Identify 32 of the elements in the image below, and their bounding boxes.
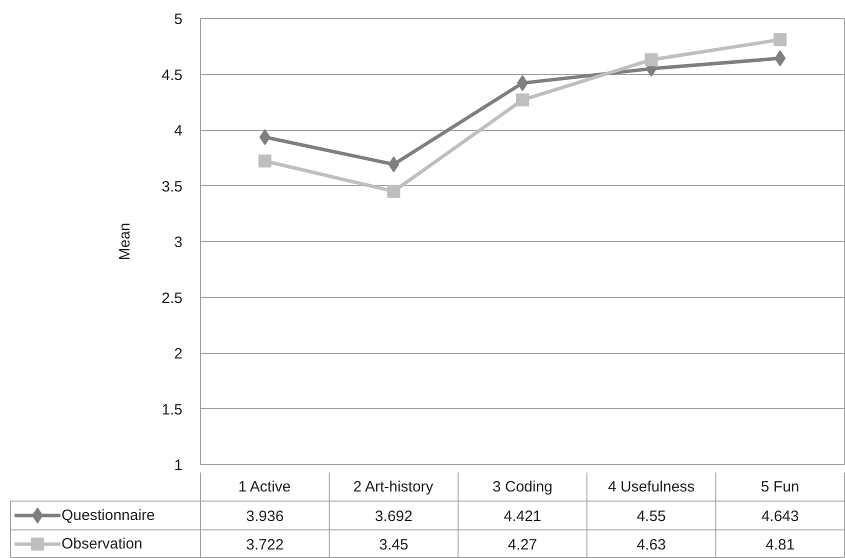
x-tick-label: 3 Coding: [492, 478, 553, 496]
data-label: 4.27: [508, 536, 538, 554]
data-label: 4.63: [636, 536, 666, 554]
legend-label: Observation: [62, 536, 142, 553]
data-label: 3.692: [374, 508, 412, 525]
point: [258, 154, 272, 168]
y-tick-label: 1.5: [162, 401, 183, 418]
x-tick-label: 5 Fun: [760, 478, 800, 496]
data-label: 4.81: [766, 536, 795, 554]
x-tick-label: 4 Usefulness: [608, 478, 695, 496]
data-label: 3.722: [246, 536, 284, 554]
y-tick-label: 2: [174, 346, 182, 362]
point: [516, 93, 529, 106]
point: [387, 184, 400, 198]
data-label: 4.643: [761, 508, 799, 525]
y-tick-label: 5: [174, 11, 182, 28]
x-tick-label: 2 Art-history: [353, 478, 434, 496]
data-label: 3.936: [246, 508, 284, 525]
y-axis-title: Mean: [116, 222, 134, 260]
data-label: 4.55: [636, 508, 666, 525]
y-tick-label: 4.5: [162, 66, 183, 84]
data-label: 3.45: [379, 536, 408, 554]
point: [774, 33, 787, 46]
y-tick-label: 3: [174, 234, 182, 251]
point: [644, 53, 658, 66]
x-tick-label: 1 Active: [238, 478, 291, 496]
y-tick-label: 4: [174, 122, 182, 140]
data-label: 4.421: [504, 508, 542, 525]
legend-label: Questionnaire: [62, 507, 155, 524]
y-tick-label: 1: [174, 457, 182, 474]
y-tick-label: 3.5: [162, 178, 183, 196]
y-tick-label: 2.5: [162, 290, 183, 307]
